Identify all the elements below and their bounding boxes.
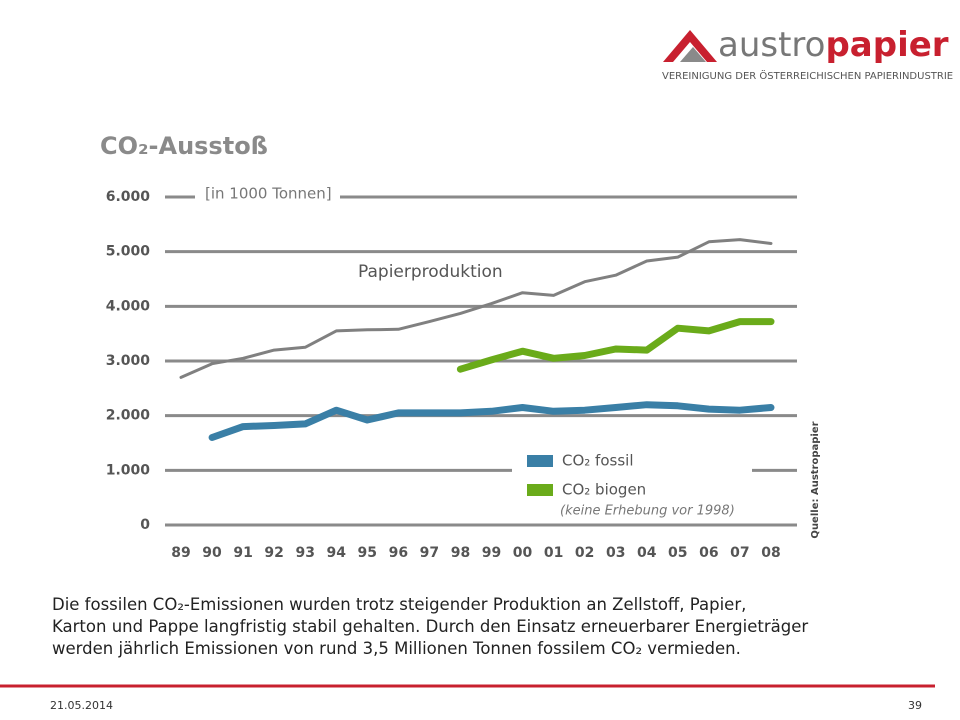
footer-date: 21.05.2014 [50,699,113,712]
x-tick-label: 02 [575,545,594,561]
x-tick-label: 97 [420,545,439,561]
data-line [208,401,775,441]
logo: austropapier VEREINIGUNG DER ÖSTERREICHI… [662,25,953,83]
x-tick-label: 89 [171,545,190,561]
legend-label: CO₂ fossil [562,452,633,470]
x-tick-label: 93 [295,545,314,561]
x-tick-label: 05 [668,545,687,561]
x-tick-label: 01 [544,545,563,561]
y-tick-label: 2.000 [106,408,151,424]
x-tick-label: 00 [513,545,533,561]
y-tick-label: 6.000 [106,189,151,205]
body-text: Die fossilen CO₂-Emissionen wurden trotz… [52,594,932,660]
x-tick-label: 04 [637,545,657,561]
legend-label: CO₂ biogen [562,481,646,499]
body-line: Die fossilen CO₂-Emissionen wurden trotz… [52,595,747,614]
body-line: werden jährlich Emissionen von rund 3,5 … [52,639,741,658]
x-tick-label: 92 [264,545,283,561]
legend-swatch [527,455,553,467]
y-tick-label: 0 [140,517,150,533]
chart-title: CO₂-Ausstoß [100,132,268,160]
unit-label: [in 1000 Tonnen] [205,185,332,203]
y-tick-label: 1.000 [106,462,151,478]
y-tick-label: 4.000 [106,298,151,314]
page-number: 39 [908,699,922,712]
logo-icon [680,47,706,62]
logo-right: papier [825,25,948,65]
x-tick-label: 95 [358,545,377,561]
x-tick-label: 07 [730,545,749,561]
logo-left: austro [718,25,825,65]
legend-swatch [527,484,553,496]
source: Quelle: Austropapier [810,421,821,538]
x-tick-label: 90 [202,545,222,561]
series-label: Papierproduktion [358,262,503,282]
y-tick-label: 3.000 [106,353,151,369]
x-tick-label: 98 [451,545,470,561]
x-tick-label: 96 [389,545,408,561]
x-tick-label: 06 [699,545,718,561]
y-tick-label: 5.000 [106,244,151,260]
x-tick-label: 99 [482,545,501,561]
x-tick-label: 91 [233,545,252,561]
x-tick-label: 03 [606,545,625,561]
x-tick-label: 08 [761,545,780,561]
data-line [179,238,773,379]
logo-text: austropapier [718,25,949,65]
x-tick-label: 94 [327,545,347,561]
note: (keine Erhebung vor 1998) [560,504,735,519]
body-line: Karton und Pappe langfristig stabil geha… [52,617,809,636]
logo-icon [663,30,717,62]
data-line [456,318,775,373]
tagline: VEREINIGUNG DER ÖSTERREICHISCHEN PAPIERI… [662,69,953,82]
